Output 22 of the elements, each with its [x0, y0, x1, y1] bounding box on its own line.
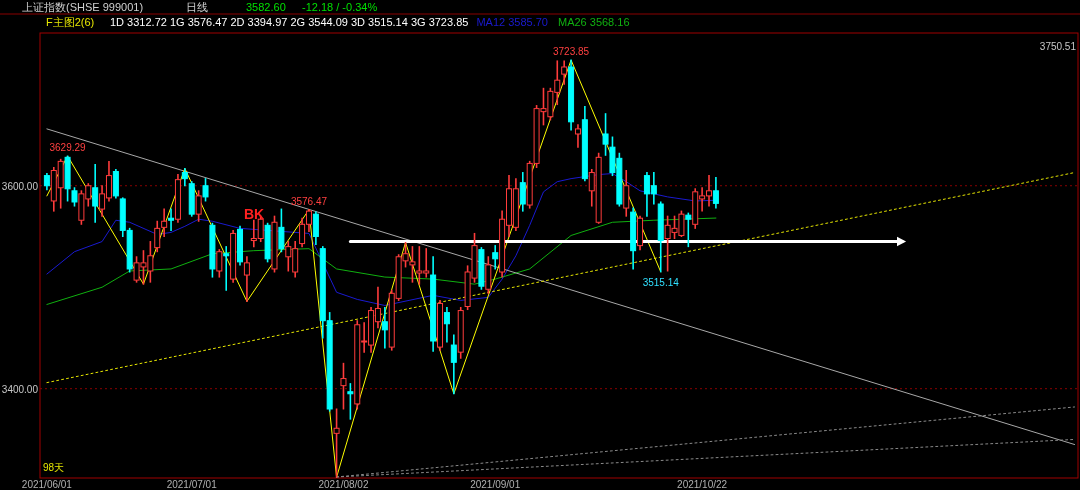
text: -12.18 / -0.34%: [302, 1, 378, 13]
x-tick-label: 2021/06/01: [21, 479, 73, 490]
x-tick-label: 2021/08/02: [318, 479, 369, 490]
text: MA12 3585.70: [476, 16, 548, 28]
x-tick-label: 2021/10/22: [677, 479, 728, 490]
annotation: BK: [244, 206, 265, 222]
y-tick-label: 3400.00: [1, 383, 39, 395]
annotation: 3629.29: [49, 142, 87, 154]
text: 3582.60: [246, 1, 286, 13]
annotation: 3750.51: [1039, 41, 1077, 52]
x-tick-label: 2021/09/01: [470, 479, 521, 490]
chart-title: 上证指数(SHSE 999001): [22, 1, 144, 13]
x-tick-label: 2021/07/01: [166, 479, 218, 490]
annotation: 3723.85: [552, 46, 590, 58]
y-tick-label: 3600.00: [1, 180, 39, 192]
annotation: 3515.14: [642, 276, 680, 288]
text: 1D 3312.72 1G 3576.47 2D 3394.97 2G 3544.09 3D 3515.14 3G 3723.85: [110, 16, 469, 28]
text: F主图2(6): [46, 16, 95, 28]
annotation: 3576.47: [290, 195, 328, 207]
text: 日线: [186, 1, 208, 13]
text: MA26 3568.16: [557, 16, 630, 28]
annotation: 98天: [43, 462, 65, 473]
